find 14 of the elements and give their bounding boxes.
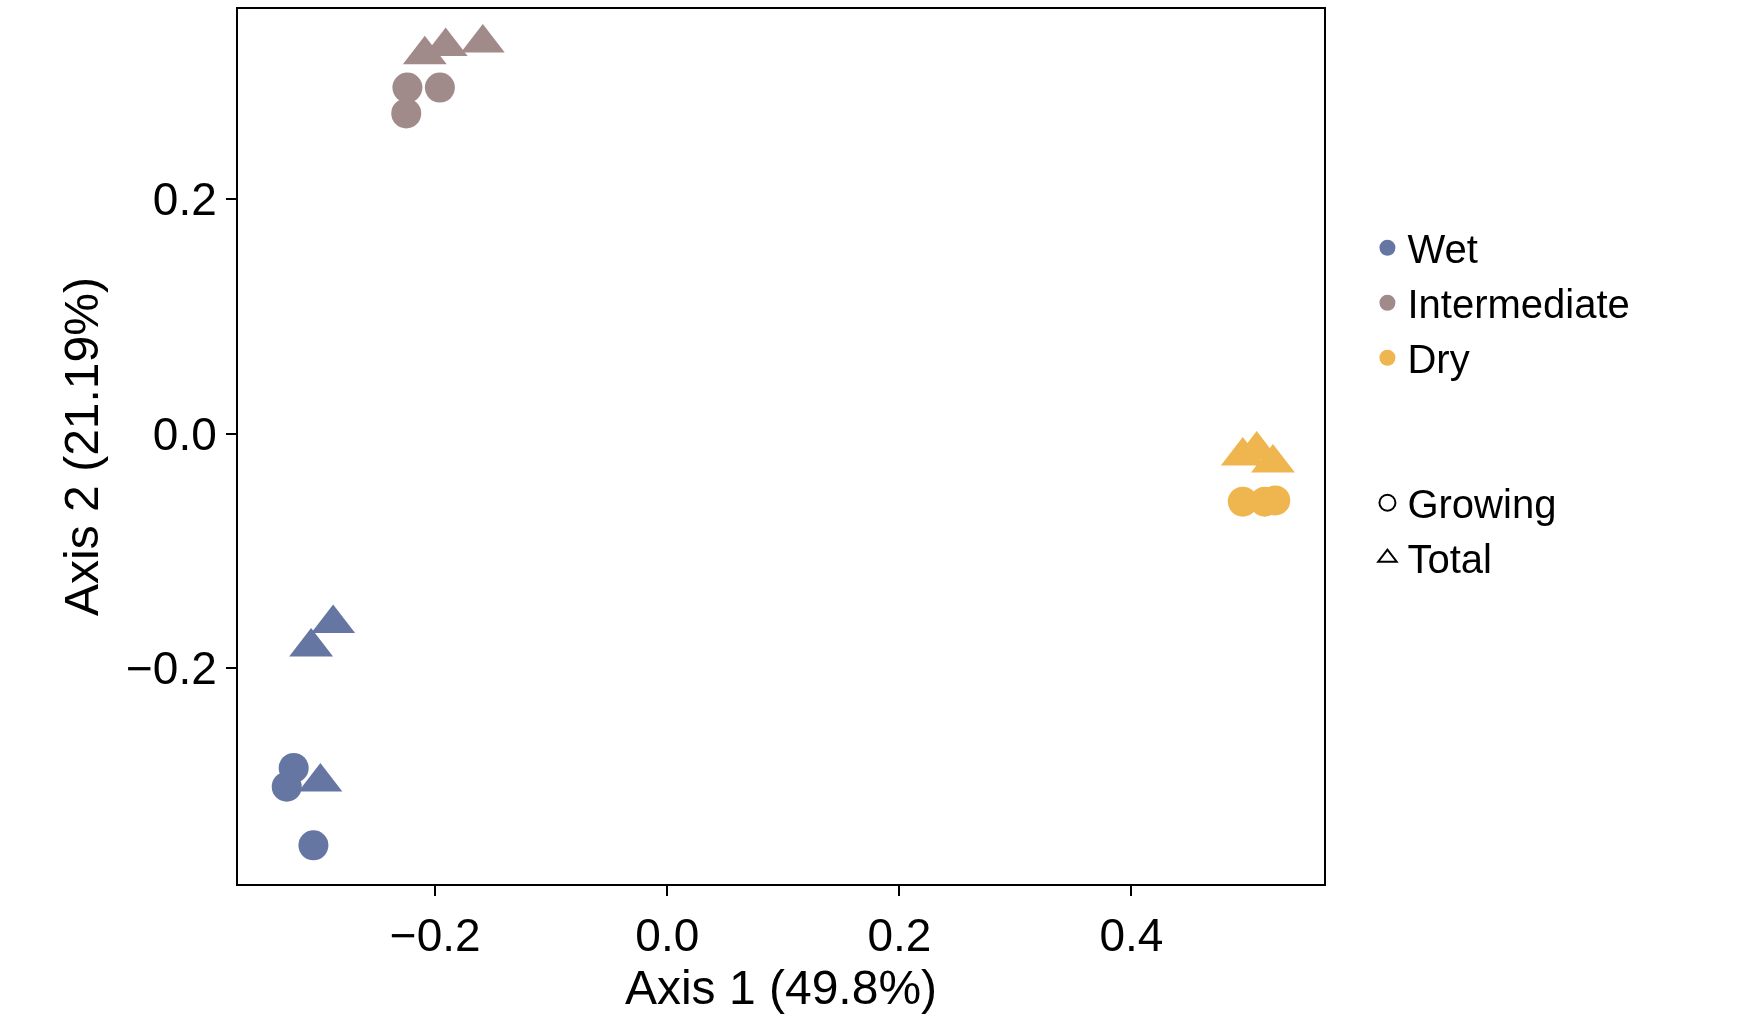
x-tick-label: 0.0 bbox=[635, 909, 700, 962]
legend-label: Total bbox=[1407, 537, 1492, 582]
y-axis-title: Axis 2 (21.19%) bbox=[55, 277, 109, 616]
x-axis-title: Axis 1 (49.8%) bbox=[624, 961, 938, 1015]
legend-label: Dry bbox=[1407, 337, 1470, 382]
legend-label: Intermediate bbox=[1407, 282, 1630, 327]
x-tick-label: 0.4 bbox=[1099, 909, 1164, 962]
y-tick-label: 0.0 bbox=[152, 407, 217, 460]
y-tick-label: 0.2 bbox=[152, 173, 217, 226]
x-tick-label: 0.2 bbox=[867, 909, 932, 962]
y-tick-label: −0.2 bbox=[125, 642, 217, 695]
legend-label: Growing bbox=[1407, 482, 1557, 527]
legend-label: Wet bbox=[1407, 227, 1478, 272]
x-tick-label: −0.2 bbox=[389, 909, 481, 962]
